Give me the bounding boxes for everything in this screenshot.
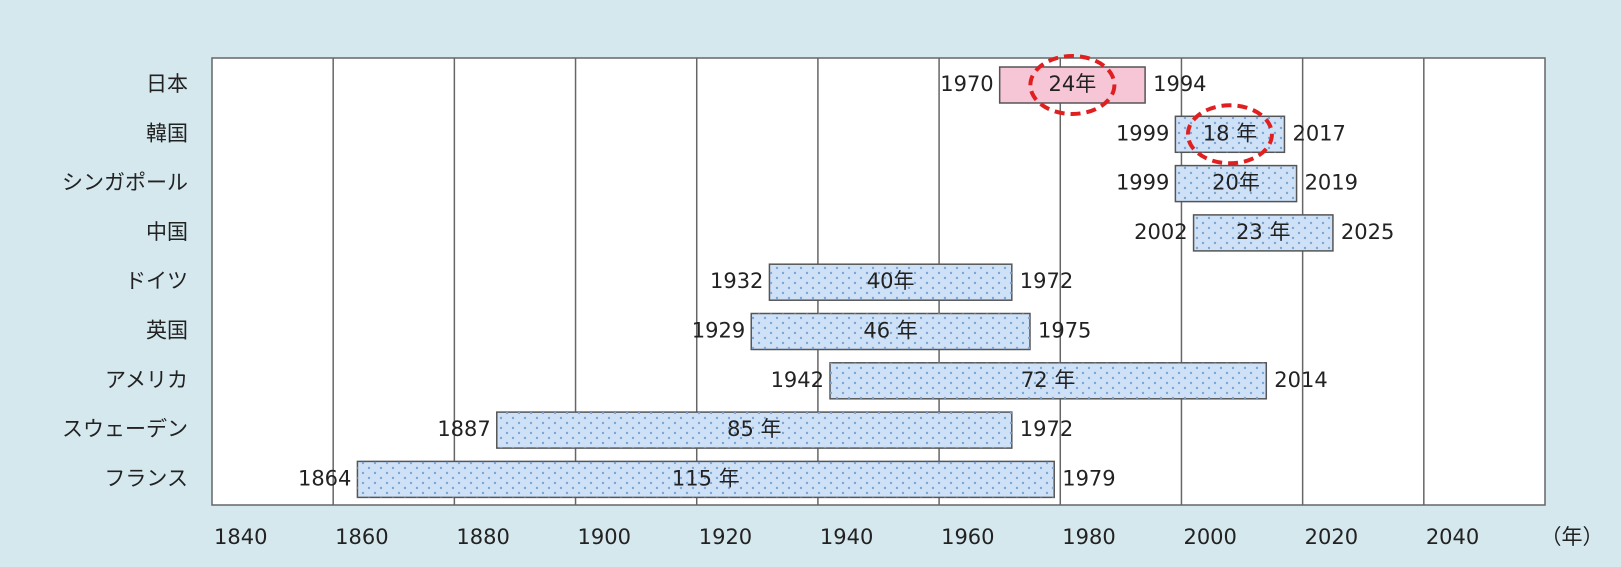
bar xyxy=(998,66,1146,104)
category-label: シンガポール xyxy=(62,171,188,195)
duration-label: 24年 xyxy=(1049,72,1097,96)
category-label: 日本 xyxy=(146,72,188,96)
start-label: 1942 xyxy=(771,368,824,392)
duration-label: 72 年 xyxy=(1021,368,1075,392)
end-label: 2017 xyxy=(1292,121,1345,145)
start-label: 1929 xyxy=(692,319,745,343)
x-axis-label: （年） xyxy=(1541,525,1604,549)
duration-label: 115 年 xyxy=(672,466,740,490)
duration-label: 40年 xyxy=(867,269,915,293)
x-tick-label: 1940 xyxy=(820,525,873,549)
category-label: フランス xyxy=(104,466,188,490)
x-tick-label: 2020 xyxy=(1305,525,1358,549)
end-label: 1994 xyxy=(1153,72,1206,96)
x-tick-label: 2040 xyxy=(1426,525,1479,549)
bar-pattern xyxy=(496,412,1012,449)
category-label: ドイツ xyxy=(125,269,188,293)
start-label: 1999 xyxy=(1116,121,1169,145)
start-label: 1999 xyxy=(1116,171,1169,195)
end-label: 1972 xyxy=(1020,269,1073,293)
category-label: 中国 xyxy=(146,220,188,244)
x-tick-label: 1860 xyxy=(335,525,388,549)
category-label: 韓国 xyxy=(146,121,188,145)
x-tick-label: 2000 xyxy=(1183,525,1236,549)
highlight-circle xyxy=(1185,103,1274,166)
start-label: 1864 xyxy=(298,466,351,490)
end-label: 2025 xyxy=(1341,220,1394,244)
x-tick-label: 1840 xyxy=(214,525,267,549)
start-label: 1970 xyxy=(940,72,993,96)
x-tick-label: 1960 xyxy=(941,525,994,549)
x-tick-label: 1980 xyxy=(1062,525,1115,549)
duration-label: 18 年 xyxy=(1203,121,1257,145)
duration-label: 85 年 xyxy=(727,417,781,441)
x-tick-label: 1880 xyxy=(456,525,509,549)
start-label: 1887 xyxy=(437,417,490,441)
bar-pattern xyxy=(1193,214,1333,251)
category-label: アメリカ xyxy=(105,368,188,392)
bar-pattern xyxy=(830,362,1267,399)
bar-pattern xyxy=(357,461,1055,498)
category-label: 英国 xyxy=(146,319,188,343)
duration-label: 23 年 xyxy=(1236,220,1290,244)
end-label: 1972 xyxy=(1020,417,1073,441)
end-label: 1975 xyxy=(1038,319,1091,343)
end-label: 2014 xyxy=(1274,368,1327,392)
duration-label: 46 年 xyxy=(863,319,917,343)
start-label: 1932 xyxy=(710,269,763,293)
start-label: 2002 xyxy=(1134,220,1187,244)
bar-pattern xyxy=(1175,165,1297,202)
x-tick-label: 1920 xyxy=(699,525,752,549)
x-tick-label: 1900 xyxy=(578,525,631,549)
duration-label: 20年 xyxy=(1212,171,1260,195)
end-label: 1979 xyxy=(1062,466,1115,490)
bar-pattern xyxy=(751,313,1030,350)
bar-pattern xyxy=(769,264,1012,301)
category-label: スウェーデン xyxy=(62,417,188,441)
highlight-circle xyxy=(1028,54,1117,116)
end-label: 2019 xyxy=(1305,171,1358,195)
